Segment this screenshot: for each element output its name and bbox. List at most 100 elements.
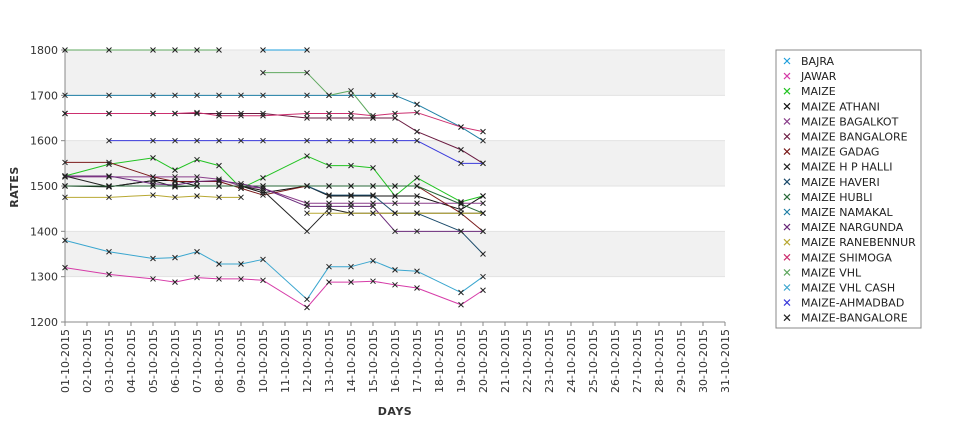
- data-point-marker: [370, 112, 376, 119]
- x-tick-label: 02-10-2015: [81, 329, 94, 393]
- data-point-marker: [414, 200, 420, 207]
- data-point-marker: [194, 274, 200, 281]
- data-point-marker: [172, 92, 178, 99]
- data-point-marker: [106, 137, 112, 144]
- data-point-marker: [304, 110, 310, 117]
- data-point-marker: [326, 137, 332, 144]
- series-segment: [394, 112, 418, 114]
- series-segment: [372, 194, 396, 214]
- data-point-marker: [216, 183, 222, 189]
- data-point-marker: [194, 47, 200, 53]
- data-point-marker: [216, 177, 222, 184]
- data-point-marker: [326, 279, 332, 285]
- legend-label: MAIZE-BANGALORE: [801, 312, 908, 325]
- series-segment: [416, 103, 462, 128]
- data-point-marker: [392, 210, 398, 217]
- data-point-marker: [238, 183, 244, 189]
- x-tick-label: 26-10-2015: [609, 329, 622, 393]
- data-point-marker: [106, 194, 112, 201]
- data-point-marker: [216, 261, 222, 267]
- x-tick-label: 27-10-2015: [631, 329, 644, 393]
- data-point-marker: [392, 193, 398, 199]
- x-tick-label: 21-10-2015: [499, 329, 512, 393]
- series-segment: [416, 212, 462, 232]
- data-point-marker: [194, 174, 200, 180]
- legend-marker: [783, 148, 791, 156]
- series-segment: [460, 230, 484, 255]
- data-point-marker: [304, 153, 310, 159]
- data-point-marker: [260, 112, 266, 119]
- legend-box: [775, 49, 922, 329]
- data-point-marker: [260, 192, 266, 198]
- series-segment: [174, 180, 198, 186]
- data-point-marker: [150, 183, 156, 189]
- data-point-marker: [216, 137, 222, 144]
- legend-marker: [783, 102, 791, 110]
- series-markers: [62, 47, 486, 311]
- data-point-marker: [150, 155, 156, 161]
- series-segment: [306, 72, 330, 96]
- data-point-marker: [106, 110, 112, 117]
- series-segment: [152, 257, 176, 260]
- data-point-marker: [106, 248, 112, 255]
- data-point-marker: [480, 137, 486, 144]
- data-point-marker: [304, 304, 310, 311]
- data-point-marker: [194, 248, 200, 255]
- data-point-marker: [260, 189, 266, 196]
- series-segment: [108, 161, 154, 178]
- data-point-marker: [304, 47, 310, 53]
- legend-label: MAIZE H P HALLI: [801, 161, 892, 174]
- data-point-marker: [370, 92, 376, 99]
- data-point-marker: [106, 173, 112, 179]
- x-tick-label: 20-10-2015: [477, 329, 490, 393]
- data-point-marker: [194, 193, 200, 199]
- data-point-marker: [414, 268, 420, 275]
- series-segment: [262, 190, 308, 232]
- legend-label: MAIZE BANGALORE: [801, 131, 908, 144]
- legend-marker: [783, 133, 791, 140]
- data-point-marker: [172, 183, 178, 189]
- data-point-marker: [194, 183, 200, 189]
- data-point-marker: [392, 228, 398, 235]
- data-point-marker: [480, 128, 486, 135]
- series-segment: [64, 267, 110, 275]
- data-point-marker: [480, 251, 486, 257]
- data-point-marker: [150, 276, 156, 282]
- series-segment: [394, 94, 418, 105]
- data-point-marker: [414, 183, 420, 189]
- data-point-marker: [62, 173, 68, 179]
- data-point-marker: [348, 87, 354, 94]
- data-point-marker: [260, 183, 266, 189]
- data-point-marker: [194, 156, 200, 163]
- x-tick-label: 29-10-2015: [675, 329, 688, 393]
- data-point-marker: [458, 210, 464, 217]
- data-point-marker: [304, 92, 310, 99]
- data-point-marker: [260, 137, 266, 144]
- series-segment: [460, 289, 484, 306]
- series-segment: [306, 266, 330, 300]
- series-segment: [372, 167, 396, 197]
- grid-band: [65, 140, 725, 186]
- y-tick-label: 1400: [30, 225, 58, 238]
- legend-label: MAIZE-AHMADBAD: [801, 297, 904, 310]
- series-segment: [196, 112, 220, 117]
- legend-marker: [783, 284, 791, 291]
- legend-label: JAWAR: [800, 70, 837, 83]
- series-segment: [108, 175, 154, 185]
- data-point-marker: [62, 237, 68, 244]
- data-point-marker: [348, 193, 354, 199]
- series-segment: [174, 251, 198, 259]
- data-point-marker: [238, 185, 244, 192]
- data-point-marker: [238, 112, 244, 119]
- x-tick-label: 30-10-2015: [697, 329, 710, 393]
- x-tick-label: 16-10-2015: [389, 329, 402, 393]
- data-point-marker: [480, 193, 486, 199]
- y-tick-label: 1700: [30, 89, 58, 102]
- data-point-marker: [414, 285, 420, 291]
- data-point-marker: [304, 183, 310, 189]
- x-tick-label: 22-10-2015: [521, 329, 534, 393]
- data-point-marker: [106, 92, 112, 99]
- data-point-marker: [216, 110, 222, 117]
- data-point-marker: [348, 137, 354, 144]
- y-tick-label: 1600: [30, 135, 58, 148]
